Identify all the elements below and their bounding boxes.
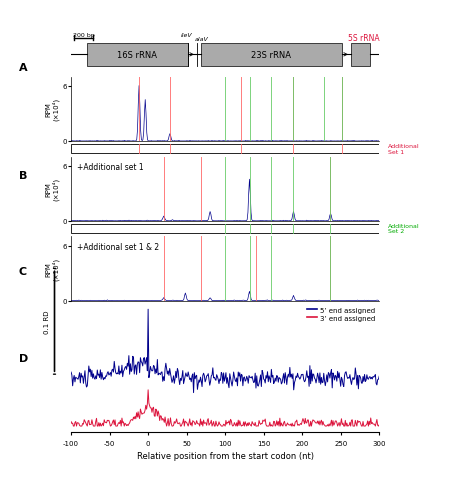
Y-axis label: RPM
(×10⁴): RPM (×10⁴) (45, 178, 60, 201)
Text: Additional
Set 2: Additional Set 2 (388, 223, 420, 234)
FancyBboxPatch shape (351, 44, 370, 67)
Text: B: B (19, 170, 27, 180)
Text: 5S rRNA: 5S rRNA (347, 34, 379, 43)
Text: C: C (19, 266, 27, 276)
Text: 16S rRNA: 16S rRNA (118, 51, 157, 60)
Text: alaV: alaV (195, 37, 209, 42)
Y-axis label: RPM
(×10⁴): RPM (×10⁴) (45, 98, 60, 121)
X-axis label: Relative position from the start codon (nt): Relative position from the start codon (… (137, 451, 314, 460)
Text: 0.1 RD: 0.1 RD (44, 310, 50, 333)
Text: Additional
Set 1: Additional Set 1 (388, 144, 420, 155)
Y-axis label: RPM
(×10⁴): RPM (×10⁴) (45, 257, 60, 280)
Text: +Additional set 1 & 2: +Additional set 1 & 2 (77, 242, 159, 251)
Text: ileV: ileV (181, 33, 192, 38)
Text: A: A (19, 62, 27, 72)
FancyBboxPatch shape (86, 44, 188, 67)
Text: +Additional set 1: +Additional set 1 (77, 162, 144, 171)
Legend: 5’ end assigned, 3’ end assigned: 5’ end assigned, 3’ end assigned (307, 307, 376, 321)
Text: 200 bp: 200 bp (73, 33, 94, 38)
Text: 23S rRNA: 23S rRNA (251, 51, 292, 60)
FancyBboxPatch shape (201, 44, 342, 67)
Text: D: D (19, 353, 28, 363)
